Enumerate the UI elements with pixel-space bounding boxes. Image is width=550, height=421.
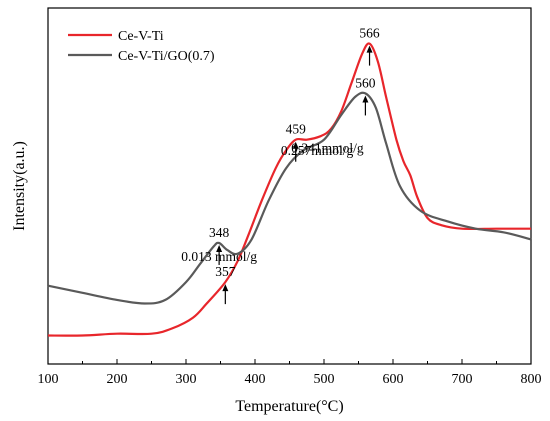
capacity-label: 0.013 mmol/g <box>181 249 257 264</box>
peak-arrowhead <box>366 45 373 53</box>
capacity-label: 0.341mmol/g <box>291 141 364 156</box>
peak-label: 566 <box>359 26 380 41</box>
x-tick-label: 800 <box>521 372 542 387</box>
series-line-1 <box>47 42 531 337</box>
peak-arrowhead <box>362 95 369 103</box>
peak-arrowhead <box>216 244 223 252</box>
series-line-2 <box>47 91 532 305</box>
legend: Ce-V-Ti Ce-V-Ti/GO(0.7) <box>68 29 215 64</box>
peak-label: 560 <box>355 75 376 90</box>
x-axis-label: Temperature(°C) <box>235 398 343 415</box>
capacity-label: 0.257mmol/g <box>281 143 354 158</box>
legend-label-2: Ce-V-Ti/GO(0.7) <box>118 49 215 64</box>
peak-arrowhead <box>222 284 229 292</box>
peak-label: 459 <box>286 122 307 137</box>
series-layer <box>47 42 532 337</box>
x-axis-ticks: 100 200 300 400 500 600 700 800 <box>38 359 542 387</box>
y-axis-label: Intensity(a.u.) <box>11 141 28 231</box>
x-tick-label: 600 <box>383 372 404 387</box>
x-tick-label: 100 <box>38 372 59 387</box>
peak-label: 357 <box>215 264 236 279</box>
peak-label: 348 <box>209 225 230 240</box>
peak-arrowhead <box>292 141 299 149</box>
x-tick-label: 200 <box>107 372 128 387</box>
annotation-layer: 357 459 566 0.257mmol/g 348 560 0.013 mmol/g 0.… <box>181 26 380 305</box>
x-tick-label: 700 <box>452 372 473 387</box>
x-tick-label: 400 <box>245 372 266 387</box>
x-tick-label: 300 <box>176 372 197 387</box>
x-tick-label: 500 <box>314 372 335 387</box>
legend-label-1: Ce-V-Ti <box>118 29 164 44</box>
